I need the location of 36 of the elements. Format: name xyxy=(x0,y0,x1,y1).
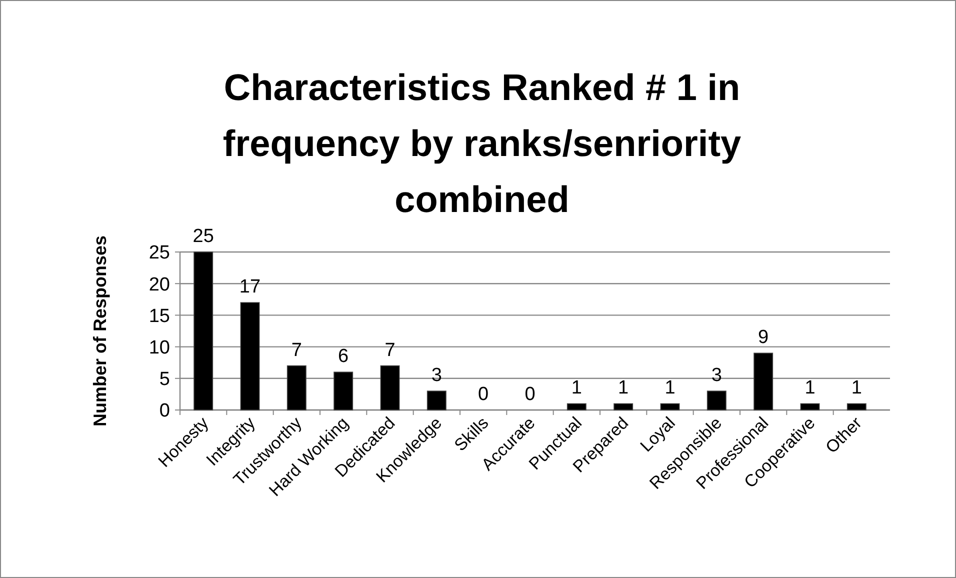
data-label: 0 xyxy=(524,384,536,405)
data-label: 0 xyxy=(478,384,489,405)
data-label: 25 xyxy=(192,226,214,247)
bar xyxy=(240,302,260,410)
bar xyxy=(426,390,446,410)
data-label: 17 xyxy=(239,276,261,298)
data-label: 3 xyxy=(711,365,722,386)
chart-title: Characteristics Ranked # 1 in frequency by ranks/senriority combined xyxy=(222,67,742,220)
bar xyxy=(194,252,214,410)
bar xyxy=(380,365,400,410)
data-label: 7 xyxy=(291,340,302,361)
bar xyxy=(754,352,774,410)
data-label: 9 xyxy=(758,327,769,348)
bar xyxy=(846,403,866,410)
data-label: 1 xyxy=(571,378,582,399)
y-tick-label: 0 xyxy=(159,400,170,422)
data-label: 3 xyxy=(431,365,442,386)
y-tick-label: 20 xyxy=(148,274,170,296)
data-label: 7 xyxy=(384,340,396,361)
bar xyxy=(566,403,586,410)
data-label: 1 xyxy=(664,378,676,399)
y-axis-title: Number of Responses xyxy=(90,235,110,427)
bar xyxy=(614,403,634,410)
data-label: 1 xyxy=(804,378,816,399)
data-label: 1 xyxy=(618,378,629,399)
bar xyxy=(660,403,680,410)
bar xyxy=(286,365,306,410)
y-tick-label: 25 xyxy=(148,242,170,264)
bar xyxy=(334,372,354,410)
data-label: 1 xyxy=(851,378,862,399)
y-tick-label: 5 xyxy=(159,369,170,390)
y-tick-label: 15 xyxy=(148,306,170,327)
bar xyxy=(706,390,726,410)
y-tick-label: 10 xyxy=(148,337,170,358)
data-label: 6 xyxy=(338,346,349,368)
bar xyxy=(800,403,820,410)
